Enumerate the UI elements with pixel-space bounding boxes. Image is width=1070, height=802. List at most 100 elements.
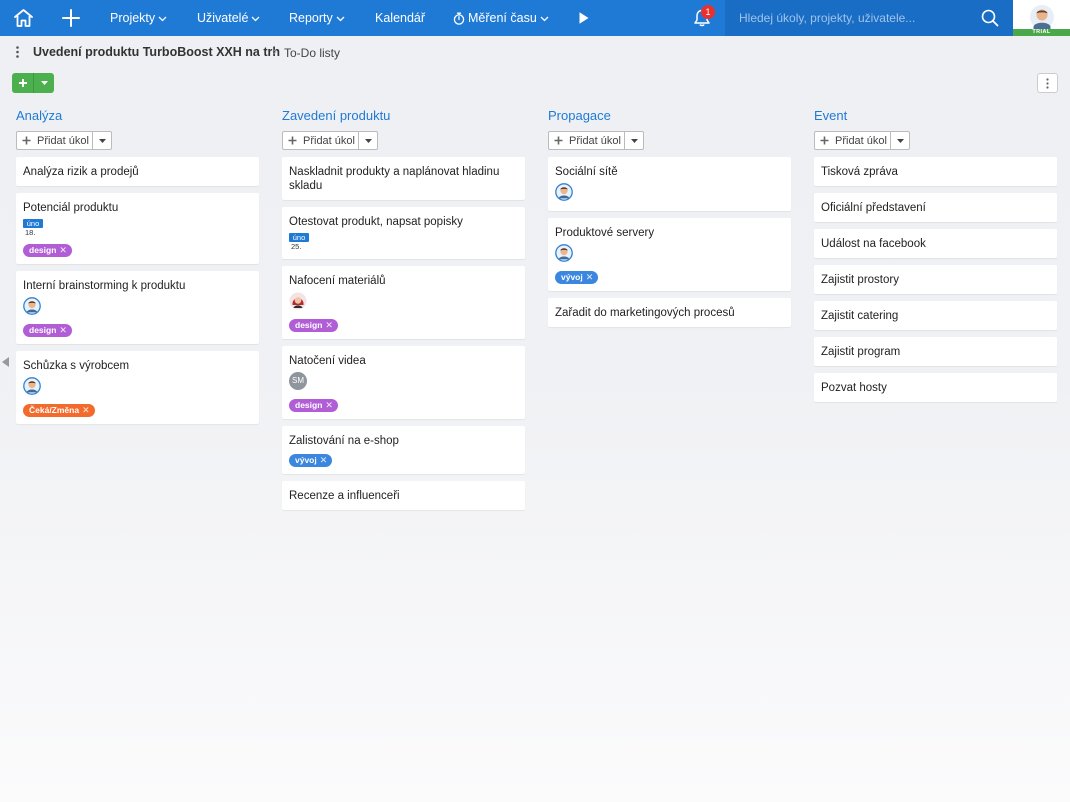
remove-tag-icon[interactable]: ✕ [319, 455, 328, 465]
column-title[interactable]: Zavedení produktu [282, 108, 391, 123]
user-avatar-icon[interactable] [23, 377, 41, 395]
task-tag[interactable]: design ✕ [289, 399, 338, 412]
chevron-down-icon [540, 16, 549, 22]
user-avatar-icon[interactable] [289, 292, 307, 310]
task-tag[interactable]: vývoj ✕ [555, 271, 599, 284]
task-tag[interactable]: vývoj ✕ [289, 454, 333, 467]
todo-column: Zavedení produktu Přidat úkol Naskladnit p… [282, 107, 525, 517]
remove-tag-icon[interactable]: ✕ [59, 325, 67, 335]
add-task-dropdown-button[interactable] [891, 132, 909, 149]
task-title: Zalistování na e-shop [289, 435, 399, 447]
column-title[interactable]: Event [814, 108, 848, 123]
assignee-row: SM [289, 372, 518, 393]
nav-time-tracking-label: Měření času [468, 11, 537, 25]
nav-reports[interactable]: Reporty [289, 0, 345, 36]
task-card[interactable]: Nafocení materiálů design ✕ [282, 266, 525, 339]
nav-projects[interactable]: Projekty [110, 0, 167, 36]
column-title[interactable]: Analýza [16, 108, 63, 123]
add-list-button[interactable] [12, 73, 34, 93]
home-icon[interactable] [13, 8, 34, 28]
task-card[interactable]: Pozvat hosty [814, 373, 1057, 402]
user-avatar-icon[interactable] [555, 244, 573, 262]
add-list-dropdown-button[interactable] [34, 73, 54, 93]
avatar-initials: SM [292, 376, 304, 385]
play-icon[interactable] [578, 11, 590, 25]
remove-tag-icon[interactable]: ✕ [585, 272, 594, 282]
add-task-label: Přidat úkol [37, 134, 89, 147]
add-task-dropdown-button[interactable] [359, 132, 377, 149]
add-task-button[interactable]: Přidat úkol [283, 132, 359, 149]
tag-row: design ✕ [23, 322, 252, 337]
tag-label: design [295, 400, 323, 410]
task-title: Zajistit program [821, 346, 901, 358]
due-date-row: úno 18. [23, 219, 252, 238]
task-tag[interactable]: Čeká/Změna ✕ [23, 404, 95, 417]
due-date-badge[interactable]: úno 25. [289, 233, 309, 251]
search-bar [725, 0, 1013, 36]
plus-icon [820, 136, 829, 145]
task-tag[interactable]: design ✕ [289, 319, 338, 332]
task-card[interactable]: Otestovat produkt, napsat popisky úno 25. [282, 207, 525, 259]
add-task-label: Přidat úkol [303, 134, 355, 147]
task-card[interactable]: Oficiální představení [814, 193, 1057, 222]
remove-tag-icon[interactable]: ✕ [82, 405, 90, 415]
due-date-badge[interactable]: úno 18. [23, 219, 43, 237]
task-card[interactable]: Zajistit prostory [814, 265, 1057, 294]
task-tag[interactable]: design ✕ [23, 324, 72, 337]
nav-time-tracking[interactable]: Měření času [453, 0, 549, 36]
top-navigation-bar: Projekty Uživatelé Reporty Kalendář Měře… [0, 0, 1070, 36]
task-title: Oficiální představení [821, 202, 926, 214]
due-month: úno [289, 233, 309, 242]
tag-label: design [295, 320, 323, 330]
add-task-dropdown-button[interactable] [625, 132, 643, 149]
remove-tag-icon[interactable]: ✕ [325, 320, 333, 330]
assignee-row [555, 183, 784, 204]
task-card[interactable]: Zajistit catering [814, 301, 1057, 330]
task-card[interactable]: Zajistit program [814, 337, 1057, 366]
task-card[interactable]: Schůzka s výrobcem Čeká/Změna ✕ [16, 351, 259, 424]
task-card[interactable]: Analýza rizik a prodejů [16, 157, 259, 186]
user-initials-avatar[interactable]: SM [289, 372, 307, 390]
task-title: Sociální sítě [555, 166, 618, 178]
user-avatar-icon[interactable] [23, 297, 41, 315]
search-icon[interactable] [981, 9, 999, 27]
add-task-button[interactable]: Přidat úkol [17, 132, 93, 149]
task-card[interactable]: Naskladnit produkty a naplánovat hladinu… [282, 157, 525, 200]
tag-row: vývoj ✕ [289, 452, 518, 467]
more-options-button[interactable] [1037, 73, 1058, 93]
task-tag[interactable]: design ✕ [23, 244, 72, 257]
plus-icon[interactable] [61, 8, 81, 28]
user-avatar-icon[interactable] [555, 183, 573, 201]
task-card[interactable]: Tisková zpráva [814, 157, 1057, 186]
task-card[interactable]: Zalistování na e-shop vývoj ✕ [282, 426, 525, 474]
remove-tag-icon[interactable]: ✕ [325, 400, 333, 410]
task-card[interactable]: Sociální sítě [548, 157, 791, 211]
kebab-menu-icon[interactable] [15, 46, 20, 58]
add-task-dropdown-button[interactable] [93, 132, 111, 149]
task-title: Zajistit prostory [821, 274, 899, 286]
search-input[interactable] [739, 9, 979, 27]
task-card[interactable]: Interní brainstorming k produktu design ✕ [16, 271, 259, 344]
nav-users[interactable]: Uživatelé [197, 0, 260, 36]
add-task-button[interactable]: Přidat úkol [549, 132, 625, 149]
tag-label: vývoj [295, 455, 317, 465]
task-card[interactable]: Natočení videa SM design ✕ [282, 346, 525, 419]
task-card[interactable]: Potenciál produktu úno 18. design ✕ [16, 193, 259, 264]
add-task-button[interactable]: Přidat úkol [815, 132, 891, 149]
task-title: Zajistit catering [821, 310, 899, 322]
task-card[interactable]: Událost na facebook [814, 229, 1057, 258]
task-card[interactable]: Produktové servery vývoj ✕ [548, 218, 791, 291]
plus-icon [554, 136, 563, 145]
task-title: Událost na facebook [821, 238, 926, 250]
add-task-label: Přidat úkol [569, 134, 621, 147]
task-card[interactable]: Zařadit do marketingových procesů [548, 298, 791, 327]
nav-calendar[interactable]: Kalendář [375, 0, 425, 36]
remove-tag-icon[interactable]: ✕ [59, 245, 67, 255]
collapse-left-icon[interactable] [2, 357, 9, 367]
breadcrumb-project[interactable]: Uvedení produktu TurboBoost XXH na trh [33, 45, 280, 59]
column-title[interactable]: Propagace [548, 108, 611, 123]
task-card[interactable]: Recenze a influenceři [282, 481, 525, 510]
tag-label: Čeká/Změna [29, 405, 80, 415]
todo-column: Propagace Přidat úkol Sociální sítě Produkt… [548, 107, 791, 334]
add-task-split-button: Přidat úkol [548, 131, 644, 150]
